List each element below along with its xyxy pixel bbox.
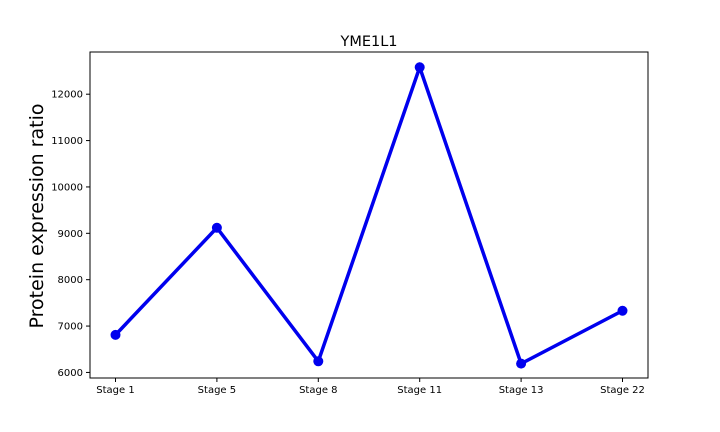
- x-tick-label: Stage 22: [600, 385, 645, 396]
- x-tick-label: Stage 8: [299, 385, 337, 396]
- y-tick-label: 6000: [58, 368, 83, 379]
- chart-title: YME1L1: [339, 34, 397, 50]
- y-tick-label: 9000: [58, 229, 83, 240]
- x-tick-label: Stage 11: [397, 385, 442, 396]
- data-point: [516, 358, 527, 369]
- x-tick-label: Stage 13: [499, 385, 544, 396]
- y-tick-label: 12000: [51, 90, 83, 101]
- data-point: [110, 329, 121, 340]
- y-tick-label: 8000: [58, 275, 83, 286]
- data-point: [617, 305, 628, 316]
- plot-area: 6000 7000 8000 9000 10000 11000 12000 Stage 1 St…: [51, 51, 649, 396]
- y-tick-label: 7000: [58, 322, 83, 333]
- y-axis-label: Protein expression ratio: [26, 104, 48, 329]
- data-point: [313, 356, 324, 367]
- axes-frame: [89, 51, 649, 379]
- y-tick-label: 10000: [51, 182, 83, 193]
- x-tick-label: Stage 5: [198, 385, 236, 396]
- y-tick-label: 11000: [51, 136, 83, 147]
- data-point: [211, 222, 222, 233]
- series-line: [114, 61, 624, 367]
- data-point: [414, 62, 425, 73]
- x-tick-label: Stage 1: [96, 385, 134, 396]
